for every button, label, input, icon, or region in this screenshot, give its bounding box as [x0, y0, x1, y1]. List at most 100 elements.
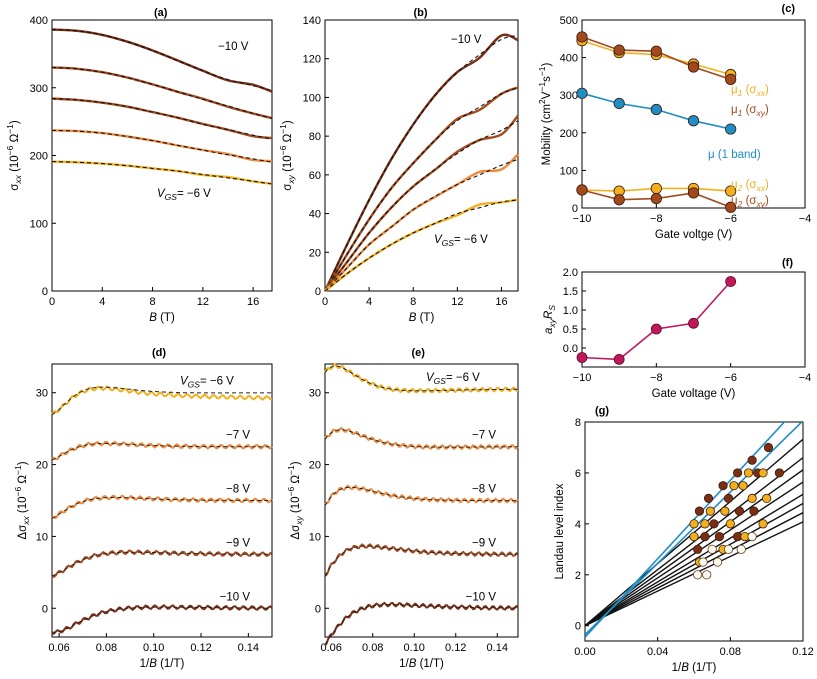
panel-d-xtick-label: 0.08	[96, 642, 117, 654]
panel-c-xtick-label: −8	[650, 213, 663, 225]
panel-g-ytick-label: 8	[575, 417, 581, 429]
panel-f-xtick-label: −8	[650, 372, 663, 384]
panel-d-xtick-label: 0.06	[48, 642, 69, 654]
panel-e-xlabel-part: B	[409, 658, 417, 670]
panel-a-ytick-label: 100	[30, 218, 48, 230]
panel-f-xlabel: Gate voltage (V)	[652, 388, 736, 400]
panel-c-point-4-1	[613, 194, 625, 206]
panel-g-point-22	[762, 493, 772, 503]
panel-g-point-34	[713, 557, 723, 567]
panel-g-point-4	[718, 481, 728, 491]
panel-c-ytick-label: 0	[572, 203, 578, 215]
panel-c-legend-3: μ2 (σxx)	[731, 179, 769, 193]
panel-g-label: (g)	[595, 405, 609, 417]
panel-e-fit-4	[324, 604, 518, 645]
panel-b-xlabel: B (T)	[409, 312, 435, 324]
panel-e-curve-label-0: VGS= −6 V	[426, 372, 480, 386]
panel-c-point-1-4	[725, 73, 737, 86]
panel-b-annotation-bottom-part: = −6 V	[454, 234, 488, 246]
panel-b-fit-4	[324, 199, 519, 292]
panel-d-fit-2	[51, 496, 272, 519]
panel-c-legend-3-part: μ	[731, 179, 738, 191]
panel-d-curve-3	[51, 549, 273, 579]
panel-c-legend-4-part: xy	[756, 199, 766, 209]
panel-a-ylabel-part: )	[9, 120, 21, 124]
panel-e-xlabel: 1/B (1/T)	[399, 658, 444, 670]
panel-d-fit-0	[51, 386, 272, 416]
panel-d-xlabel-part: 1/	[140, 658, 150, 670]
panel-e-curve-label-0-part: = −6 V	[446, 372, 480, 384]
panel-a-xlabel-part: B	[149, 312, 157, 324]
panel-b-fit-1	[324, 87, 519, 292]
panel-c-ylabel-part: V	[541, 91, 553, 99]
panel-c-ylabel-part: Mobility (cm	[541, 104, 553, 165]
panel-a-ylabel-part: Ω	[9, 133, 21, 145]
panel-a-annotation-bottom-part: = −6 V	[177, 188, 211, 200]
panel-f-ytick-label: 1.5	[563, 286, 578, 298]
panel-d-ylabel-part: Ω	[17, 475, 29, 487]
panel-c-frame	[581, 19, 806, 209]
panel-b-ytick-label: 60	[309, 170, 321, 182]
panel-g-point-35	[707, 544, 717, 554]
panel-g-point-12	[714, 531, 725, 542]
panel-g-ytick-label: 0	[575, 621, 581, 633]
panel-e-ytick-label: 30	[309, 388, 321, 400]
panel-f-point-2	[650, 323, 662, 335]
panel-b-xtick-label: 0	[322, 296, 328, 308]
panel-c-point-3-4	[725, 185, 737, 197]
panel-c-point-4-3	[687, 187, 700, 199]
panel-d-ytick-label: 0	[42, 603, 48, 615]
panel-g-frame	[584, 421, 804, 642]
panel-d-ylabel-part: −1	[13, 465, 23, 475]
panel-g-point-1	[747, 455, 757, 465]
panel-c-point-2-2	[650, 103, 662, 116]
panel-c-point-3-2	[650, 182, 662, 195]
panel-a-ytick-label: 400	[30, 15, 48, 27]
panel-e-ylabel-part: Δσ	[290, 525, 302, 540]
panel-g-point-20	[720, 506, 730, 516]
panel-d-curve-0	[51, 385, 273, 415]
panel-b-annotation-bottom-part: V	[434, 234, 443, 246]
panel-b-xlabel-part: (T)	[416, 312, 434, 324]
panel-c-ylabel-part: s	[541, 76, 553, 82]
panel-e-xtick-label: 0.14	[487, 642, 508, 654]
panel-c-ytick-label: 200	[560, 128, 578, 140]
panel-c-ytick-label: 400	[560, 53, 578, 65]
panel-e-ylabel-part: (10	[290, 496, 302, 516]
panel-c-point-1-3	[687, 61, 700, 73]
panel-g-point-15	[749, 506, 759, 516]
panel-g-point-2	[774, 468, 784, 478]
panel-a-curve-1	[51, 66, 273, 120]
panel-e-curve-label-4: −10 V	[466, 591, 497, 603]
panel-f-ytick-label: 2.0	[563, 267, 578, 279]
panel-e-xtick-label: 0.12	[445, 642, 466, 654]
panel-d-ytick-label: 10	[36, 531, 48, 543]
panel-g-point-31	[758, 519, 768, 529]
panel-a-xtick-label: 0	[49, 296, 55, 308]
panel-g-ylabel: Landau level index	[554, 483, 566, 579]
panel-c-point-2-3	[687, 115, 700, 127]
panel-c-legend-2: μ (1 band)	[708, 149, 761, 161]
panel-e-curve-3	[324, 543, 519, 577]
panel-b-ylabel: σxy (10−6 Ω−1)	[278, 120, 296, 191]
panel-c-legend-3-part: 2	[737, 183, 743, 193]
panel-a-curve-4	[51, 160, 273, 185]
panel-a-annotation-bottom-part: V	[157, 188, 166, 200]
panel-c: −10 −8 −6 −4 0 100 200 300 400 500 (c) Gate voltge …	[537, 3, 811, 241]
panel-a-ylabel-part: −1	[5, 124, 15, 134]
panel-g-point-21	[705, 506, 715, 516]
panel-b-ylabel-part: −6	[278, 145, 288, 155]
panel-b-ylabel-part: Ω	[282, 133, 294, 145]
panel-g-point-39	[698, 557, 708, 567]
panel-c-legend-0-part: (σ	[742, 84, 756, 96]
panel-c-legend-0-part: )	[765, 84, 769, 96]
panel-g-xlabel-part: 1/	[672, 662, 682, 674]
panel-d-fit-1	[51, 442, 272, 461]
panel-c-legend-1-part: )	[765, 104, 769, 116]
panel-g-point-32	[693, 570, 703, 580]
panel-d-label: (d)	[152, 347, 166, 359]
panel-a-xtick-label: 4	[99, 296, 105, 308]
panel-d-ytick-label: 30	[36, 388, 48, 400]
panel-c-point-1-2	[650, 45, 662, 57]
